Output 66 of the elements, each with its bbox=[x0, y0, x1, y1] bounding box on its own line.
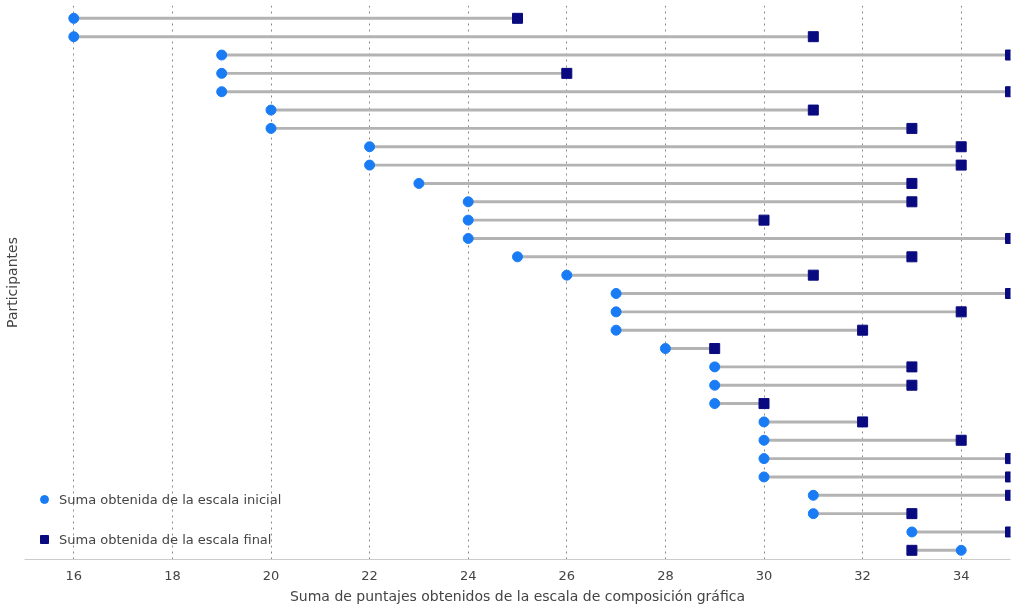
point bbox=[906, 361, 918, 373]
point bbox=[906, 251, 918, 263]
point bbox=[561, 67, 573, 79]
point bbox=[955, 159, 967, 171]
point bbox=[758, 416, 770, 428]
point bbox=[807, 104, 819, 116]
point bbox=[906, 526, 918, 538]
point bbox=[709, 379, 721, 391]
point bbox=[265, 104, 277, 116]
point bbox=[807, 489, 819, 501]
x-tick-label: 16 bbox=[65, 567, 83, 583]
x-tick-label: 18 bbox=[164, 567, 181, 583]
x-tick-label: 32 bbox=[854, 567, 871, 583]
x-tick-label: 22 bbox=[361, 567, 378, 583]
x-tick-label: 34 bbox=[952, 567, 970, 583]
point bbox=[364, 159, 376, 171]
x-axis-title: Suma de puntajes obtenidos de la escala de composición gráfica bbox=[289, 587, 746, 604]
point bbox=[512, 12, 523, 24]
point bbox=[758, 453, 770, 465]
point bbox=[610, 324, 622, 336]
point bbox=[857, 324, 869, 336]
point bbox=[462, 196, 474, 208]
legend-label: Suma obtenida de la escala final bbox=[59, 531, 272, 547]
point bbox=[758, 214, 770, 226]
point bbox=[462, 214, 474, 226]
point bbox=[709, 398, 721, 410]
point bbox=[906, 196, 918, 208]
point bbox=[265, 122, 277, 134]
point bbox=[758, 398, 770, 410]
point bbox=[758, 434, 770, 446]
legend-label: Suma obtenida de la escala inicial bbox=[59, 491, 282, 507]
point bbox=[364, 141, 376, 153]
point bbox=[906, 177, 918, 189]
point bbox=[709, 343, 721, 355]
x-tick-label: 26 bbox=[558, 567, 576, 583]
point bbox=[561, 269, 573, 281]
x-tick-label: 28 bbox=[657, 567, 674, 583]
point bbox=[462, 232, 474, 244]
point bbox=[68, 31, 80, 43]
y-axis-title: Participantes bbox=[3, 237, 20, 328]
point bbox=[610, 288, 622, 299]
point bbox=[709, 361, 721, 373]
point bbox=[610, 306, 622, 318]
x-tick-label: 20 bbox=[262, 567, 280, 583]
point bbox=[807, 269, 819, 281]
point bbox=[955, 141, 967, 153]
x-tick-label: 30 bbox=[755, 567, 773, 583]
point bbox=[758, 471, 770, 483]
point bbox=[216, 86, 228, 98]
point bbox=[955, 544, 967, 556]
point bbox=[659, 343, 671, 355]
point bbox=[906, 544, 918, 556]
point bbox=[906, 508, 918, 520]
point bbox=[906, 122, 918, 134]
point bbox=[955, 434, 967, 446]
point bbox=[512, 251, 523, 263]
x-tick-label: 24 bbox=[459, 567, 477, 583]
point bbox=[955, 306, 967, 318]
point bbox=[807, 508, 819, 520]
point bbox=[857, 416, 869, 428]
point bbox=[216, 67, 228, 79]
point bbox=[216, 49, 228, 61]
point bbox=[807, 31, 819, 43]
point bbox=[68, 12, 80, 24]
point bbox=[906, 379, 918, 391]
point bbox=[413, 177, 425, 189]
